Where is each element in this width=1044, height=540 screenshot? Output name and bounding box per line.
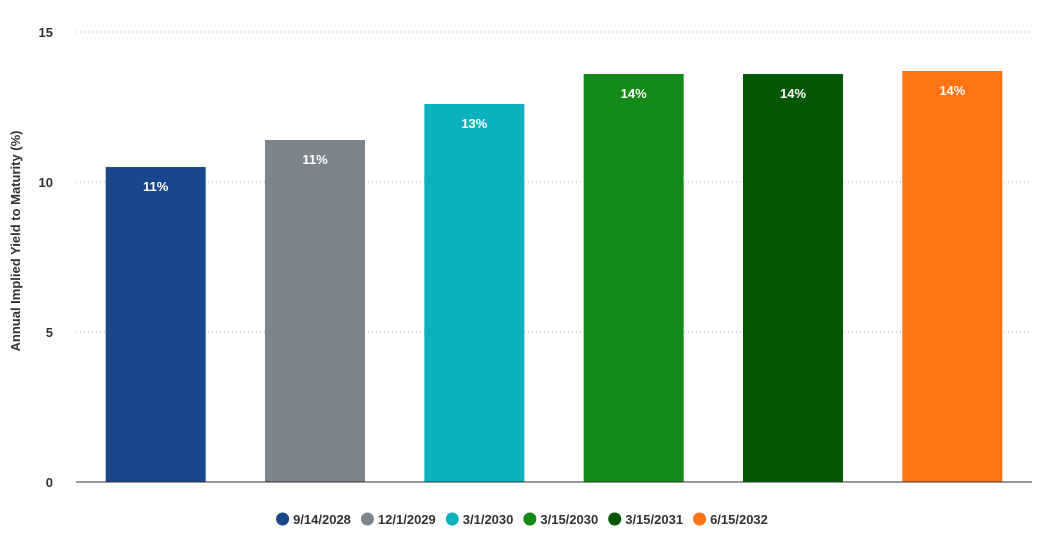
legend-label: 9/14/2028 <box>293 512 351 527</box>
legend-label: 3/15/2030 <box>540 512 598 527</box>
legend-label: 3/15/2031 <box>625 512 683 527</box>
data-label: 14% <box>780 86 806 101</box>
data-label: 11% <box>302 152 328 167</box>
legend-swatch <box>523 512 537 526</box>
y-tick-label: 15 <box>39 25 53 40</box>
legend-item[interactable]: 6/15/2032 <box>693 512 768 527</box>
bar <box>743 74 843 482</box>
bar <box>583 74 684 482</box>
legend-swatch <box>608 512 622 526</box>
data-label: 13% <box>461 116 487 131</box>
legend-item[interactable]: 9/14/2028 <box>276 512 351 527</box>
bar <box>265 140 365 482</box>
y-tick-label: 10 <box>39 175 53 190</box>
data-label: 11% <box>143 179 169 194</box>
legend-label: 3/1/2030 <box>463 512 514 527</box>
legend: 9/14/2028 12/1/2029 3/1/2030 3/15/2030 3/15/… <box>276 512 768 527</box>
data-label: 14% <box>621 86 647 101</box>
data-label: 14% <box>939 83 965 98</box>
y-tick-label: 0 <box>46 475 53 490</box>
legend-item[interactable]: 12/1/2029 <box>360 512 436 527</box>
gridlines <box>76 31 1032 333</box>
legend-item[interactable]: 3/15/2030 <box>523 512 598 527</box>
legend-item[interactable]: 3/15/2031 <box>608 512 683 527</box>
y-axis-label: Annual Implied Yield to Maturity (%) <box>8 130 23 351</box>
legend-swatch <box>693 512 707 526</box>
legend-swatch <box>445 512 459 526</box>
bars: 11% 11% 13% 14% 14% 14% <box>105 71 1003 482</box>
legend-label: 6/15/2032 <box>710 512 768 527</box>
legend-label: 12/1/2029 <box>378 512 436 527</box>
y-axis-ticks: 0 5 10 15 <box>39 25 53 490</box>
bar <box>902 71 1003 482</box>
legend-swatch <box>360 512 374 526</box>
legend-swatch <box>276 512 290 526</box>
bar <box>424 104 525 482</box>
legend-item[interactable]: 3/1/2030 <box>445 512 514 527</box>
bar <box>105 167 206 482</box>
y-tick-label: 5 <box>46 325 53 340</box>
